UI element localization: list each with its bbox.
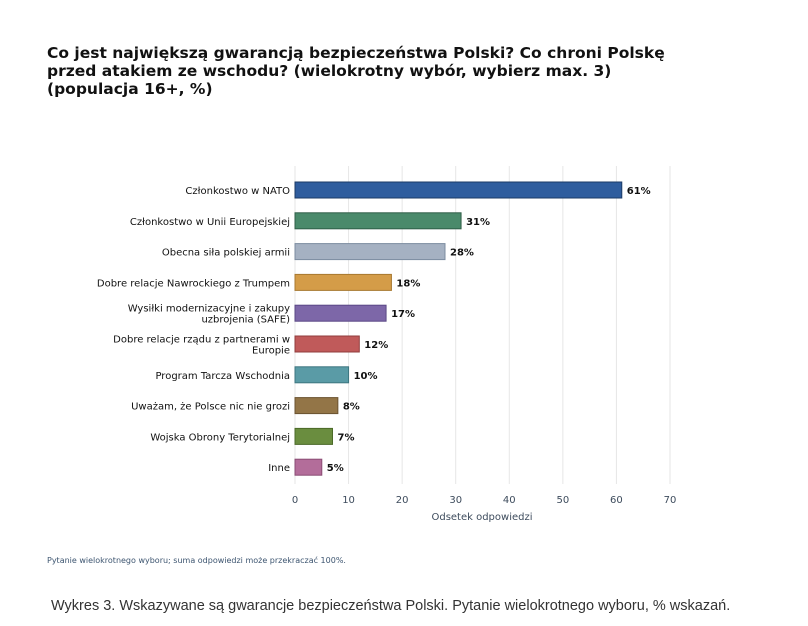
category-label-line: uzbrojenia (SAFE) — [201, 315, 290, 326]
category-label: Uważam, że Polsce nic nie grozi — [131, 402, 290, 413]
value-label: 8% — [343, 402, 360, 413]
footnote: Pytanie wielokrotnego wyboru; suma odpow… — [47, 556, 346, 565]
x-tick-label: 10 — [342, 495, 355, 506]
category-label: Program Tarcza Wschodnia — [155, 371, 290, 382]
figure-caption: Wykres 3. Wskazywane są gwarancje bezpie… — [51, 598, 731, 614]
bars — [294, 181, 623, 476]
value-label: 61% — [627, 186, 651, 197]
category-label-line: Europie — [252, 346, 290, 357]
category-labels: Członkostwo w NATO Członkostwo w Unii Eur… — [97, 186, 290, 474]
category-label: Dobre relacje rządu z partnerami w Europi… — [113, 335, 290, 357]
value-label: 7% — [337, 432, 354, 443]
x-tick-label: 50 — [556, 495, 569, 506]
category-label-line: Wojska Obrony Terytorialnej — [150, 432, 290, 443]
category-label: Dobre relacje Nawrockiego z Trumpem — [97, 278, 290, 289]
category-label-line: Dobre relacje Nawrockiego z Trumpem — [97, 278, 290, 289]
value-label: 18% — [396, 278, 420, 289]
category-label-line: Dobre relacje rządu z partnerami w — [113, 335, 290, 346]
x-tick-label: 40 — [503, 495, 516, 506]
category-label: Inne — [268, 463, 290, 474]
value-labels: 61% 31% 28% 18% 17% 12% 10% 8% 7% 5% — [327, 186, 651, 474]
x-axis-title: Odsetek odpowiedzi — [431, 512, 532, 523]
category-label-line: Inne — [268, 463, 290, 474]
x-tick-label: 70 — [664, 495, 677, 506]
bar — [294, 212, 462, 230]
bar — [294, 458, 323, 476]
value-label: 17% — [391, 309, 415, 320]
value-label: 28% — [450, 248, 474, 259]
category-label-line: Członkostwo w NATO — [185, 186, 290, 197]
value-label: 31% — [466, 217, 490, 228]
category-label: Członkostwo w Unii Europejskiej — [130, 217, 290, 228]
category-label-line: Obecna siła polskiej armii — [162, 248, 290, 259]
x-tick-label: 0 — [292, 495, 298, 506]
category-label-line: Wysiłki modernizacyjne i zakupy — [128, 304, 290, 315]
value-label: 5% — [327, 463, 344, 474]
value-label: 12% — [364, 340, 388, 351]
bar — [294, 181, 623, 199]
category-label: Obecna siła polskiej armii — [162, 248, 290, 259]
x-tick-label: 60 — [610, 495, 623, 506]
bar — [294, 366, 350, 384]
value-label: 10% — [354, 371, 378, 382]
chart-title: Co jest największą gwarancją bezpieczeńs… — [47, 44, 665, 98]
category-label: Wysiłki modernizacyjne i zakupy uzbrojeni… — [128, 304, 290, 326]
bar — [294, 335, 360, 353]
category-label-line: Członkostwo w Unii Europejskiej — [130, 217, 290, 228]
category-label: Członkostwo w NATO — [185, 186, 290, 197]
x-tick-labels: 0 10 20 30 40 50 60 70 — [292, 495, 677, 506]
bar — [294, 427, 333, 445]
x-tick-label: 20 — [396, 495, 409, 506]
bar — [294, 273, 392, 291]
category-label-line: Uważam, że Polsce nic nie grozi — [131, 402, 290, 413]
bar — [294, 397, 339, 415]
category-label-line: Program Tarcza Wschodnia — [155, 371, 290, 382]
category-label: Wojska Obrony Terytorialnej — [150, 432, 290, 443]
bar — [294, 304, 387, 322]
x-tick-label: 30 — [449, 495, 462, 506]
bar — [294, 243, 446, 261]
